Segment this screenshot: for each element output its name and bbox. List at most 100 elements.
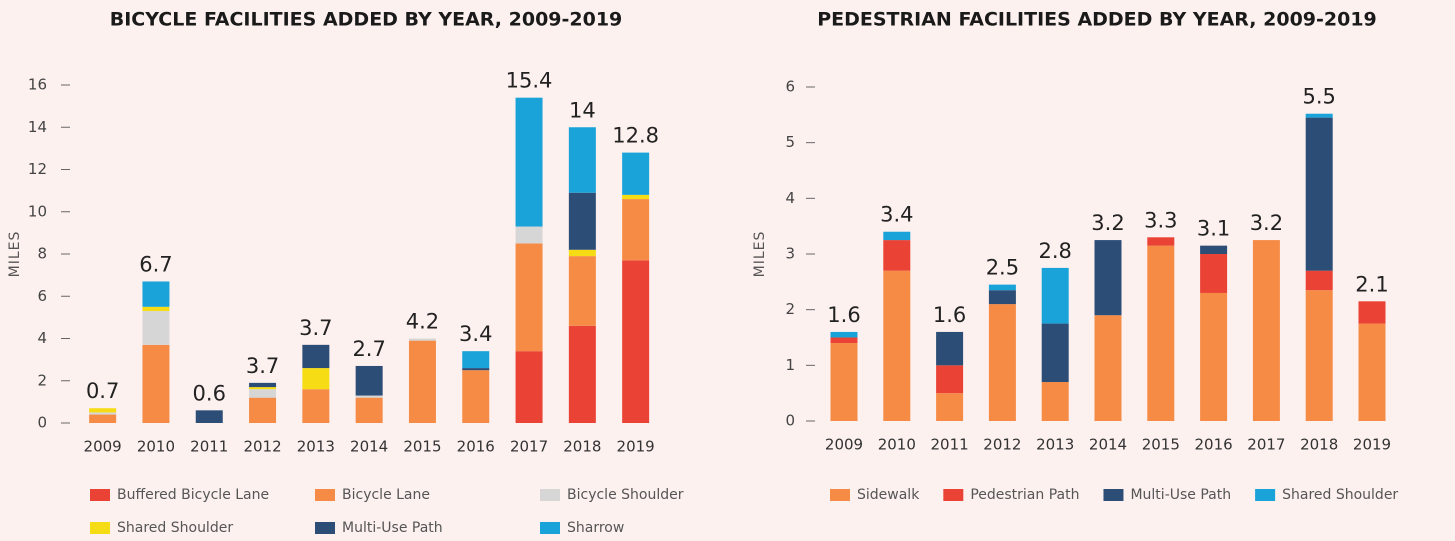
bar-segment [302,389,330,423]
bar-segment [249,382,277,388]
bar-segment [830,331,858,338]
y-tick-label: 14 [28,118,47,136]
bar-segment [1200,245,1228,254]
legend-swatch [830,489,850,501]
legend-label: Sidewalk [857,487,920,503]
bar-segment [936,365,964,394]
legend-label: Shared Shoulder [117,520,233,536]
bar-segment [408,340,436,423]
x-tick-label: 2014 [1089,436,1127,454]
x-tick-label: 2010 [137,438,175,456]
y-tick-label: 12 [28,160,47,178]
bar-segment [462,351,490,369]
y-tick-label: 5 [785,133,795,151]
total-label: 0.6 [193,381,226,405]
x-tick-label: 2009 [84,438,122,456]
legend-label: Sharrow [567,520,624,536]
bar-segment [622,199,650,261]
y-tick-label: 1 [785,356,795,374]
bar-segment [1305,117,1333,271]
bar-segment [1147,237,1175,246]
bar-segment [568,256,596,326]
y-tick-label: 6 [37,287,47,305]
bar-segment [1305,270,1333,291]
bar-segment [830,343,858,421]
bar-segment [568,192,596,250]
x-tick-label: 2009 [825,436,863,454]
y-tick-label: 10 [28,202,47,220]
bar-segment [89,414,117,423]
bar-segment [195,410,223,423]
bar-segment [142,306,170,312]
total-label: 4.2 [406,310,439,334]
x-tick-label: 2012 [983,436,1021,454]
bar-segment [1305,290,1333,421]
total-label: 15.4 [506,69,553,93]
x-tick-label: 2019 [617,438,655,456]
bar-segment [1358,301,1386,324]
bar-segment [883,270,911,421]
x-tick-label: 2016 [457,438,495,456]
bar-segment [622,194,650,200]
bar-segment [883,231,911,241]
total-label: 2.1 [1355,272,1388,296]
x-tick-label: 2011 [190,438,228,456]
bar-segment [568,127,596,193]
legend-label: Multi-Use Path [1130,487,1231,503]
legend-swatch [540,489,560,501]
legend-label: Pedestrian Path [970,487,1079,503]
bar-segment [1041,382,1069,421]
total-label: 3.7 [246,354,279,378]
y-tick-label: 6 [785,78,795,96]
total-label: 2.8 [1038,239,1071,263]
bar-segment [1252,240,1280,421]
total-label: 2.7 [352,337,385,361]
total-label: 2.5 [986,256,1019,280]
bar-segment [988,290,1016,305]
bar-segment [568,325,596,423]
legend-label: Multi-Use Path [342,520,443,536]
bar-segment [249,389,277,398]
bar-segment [1200,254,1228,293]
bar-segment [462,368,490,371]
bar-segment [355,365,383,396]
bar-segment [1094,240,1122,316]
bar-segment [936,331,964,366]
x-tick-label: 2015 [1142,436,1180,454]
x-tick-label: 2017 [510,438,548,456]
bar-segment [249,387,277,390]
legend-label: Buffered Bicycle Lane [117,487,269,503]
x-tick-label: 2010 [878,436,916,454]
bar-segment [515,97,543,227]
bar-segment [1358,323,1386,421]
y-axis-label: MILES [752,231,768,278]
x-tick-label: 2016 [1195,436,1233,454]
x-tick-label: 2014 [350,438,388,456]
bar-segment [1147,245,1175,421]
bar-segment [249,397,277,423]
total-label: 3.4 [880,203,913,227]
bar-segment [515,226,543,244]
bar-segment [89,412,117,415]
bar-segment [142,311,170,345]
legend-swatch [315,522,335,534]
legend-swatch [90,522,110,534]
total-label: 0.7 [86,379,119,403]
total-label: 3.4 [459,322,492,346]
bar-segment [515,351,543,423]
y-tick-label: 16 [28,76,47,94]
bar-segment [515,243,543,352]
bar-segment [568,249,596,257]
y-tick-label: 0 [785,412,795,430]
x-tick-label: 2018 [1300,436,1338,454]
x-tick-label: 2011 [931,436,969,454]
bar-segment [988,284,1016,291]
legend-swatch [90,489,110,501]
y-tick-label: 0 [37,414,47,432]
bar-segment [142,344,170,423]
bar-segment [622,260,650,423]
total-label: 3.1 [1197,217,1230,241]
total-label: 3.3 [1144,208,1177,232]
bar-segment [1041,267,1069,324]
